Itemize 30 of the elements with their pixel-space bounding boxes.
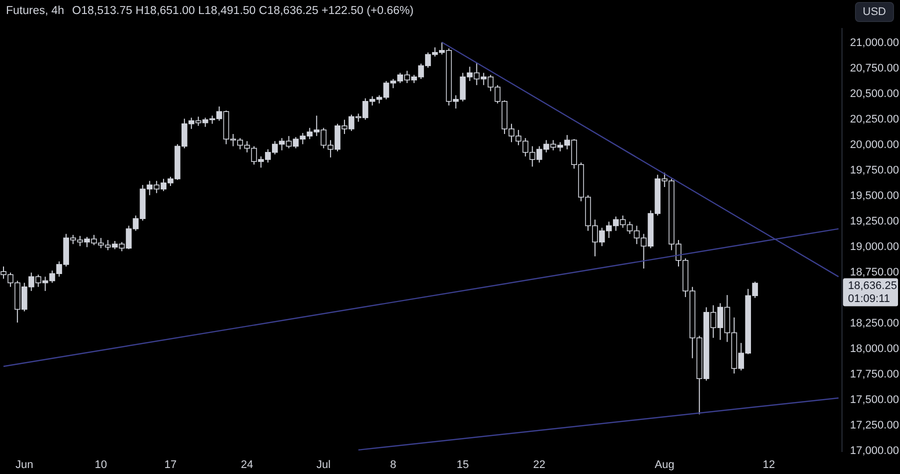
y-tick-label: 17,250.00 <box>850 419 899 432</box>
y-tick-label: 19,000.00 <box>850 241 899 254</box>
chart-title: Futures, 4h <box>6 5 64 17</box>
price-tag: 18,636.25 01:09:11 <box>843 278 898 306</box>
y-tick-label: 20,000.00 <box>850 139 899 152</box>
x-tick-label: Jun <box>15 458 34 471</box>
x-tick-label: 8 <box>390 458 396 471</box>
y-tick-label: 17,000.00 <box>850 444 899 457</box>
x-tick-label: 10 <box>94 458 108 471</box>
y-tick-label: 18,250.00 <box>850 317 899 330</box>
x-tick-label: 17 <box>164 458 177 471</box>
x-tick-label: 22 <box>533 458 546 471</box>
y-tick-label: 18,750.00 <box>850 266 899 278</box>
x-tick-label: Aug <box>654 458 674 471</box>
x-tick-label: Jul <box>316 458 331 471</box>
y-tick-label: 20,500.00 <box>850 88 899 100</box>
y-tick-label: 20,250.00 <box>850 114 899 126</box>
text: USD <box>854 2 894 22</box>
y-tick-label: 18,000.00 <box>850 342 899 355</box>
y-tick-label: 21,000.00 <box>850 37 899 50</box>
text: O18,513.75 H18,651.00 L18,491.50 C18,636.25 +122.50 (+0.66%) <box>72 5 414 17</box>
x-tick-label: 15 <box>456 458 469 471</box>
y-tick-label: 17,500.00 <box>850 394 899 406</box>
x-tick-label: 24 <box>240 458 254 471</box>
x-tick-label: 12 <box>762 458 776 471</box>
y-tick-label: 19,750.00 <box>850 164 899 177</box>
y-tick-label: 20,750.00 <box>850 62 899 75</box>
y-tick-label: 17,750.00 <box>850 368 899 380</box>
y-tick-label: 19,500.00 <box>850 190 899 202</box>
y-tick-label: 19,250.00 <box>850 216 899 228</box>
